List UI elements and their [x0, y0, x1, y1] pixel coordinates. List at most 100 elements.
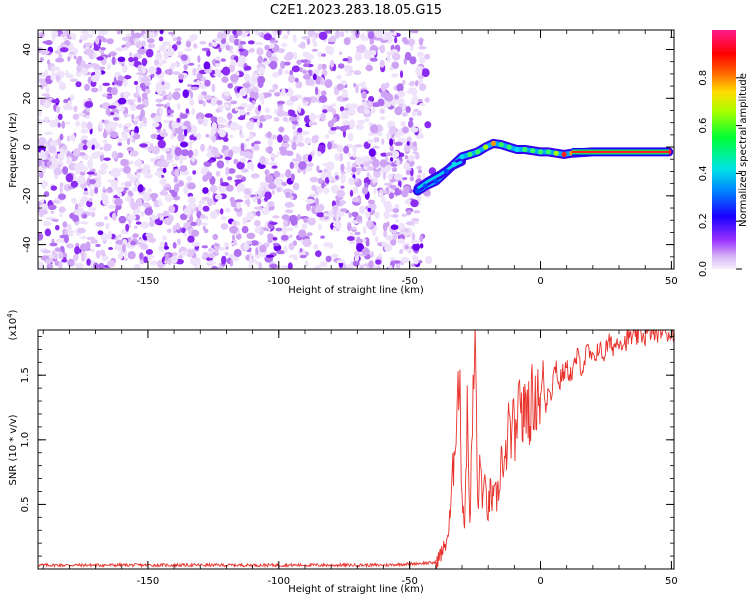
noise-speckle	[257, 210, 261, 217]
noise-speckle	[292, 34, 297, 43]
noise-speckle	[94, 186, 99, 194]
noise-speckle	[117, 138, 123, 142]
noise-speckle	[62, 221, 68, 228]
noise-speckle	[298, 105, 301, 114]
noise-speckle	[303, 218, 308, 223]
noise-speckle	[297, 214, 301, 220]
noise-speckle	[401, 103, 406, 112]
noise-speckle	[241, 168, 249, 173]
noise-speckle	[44, 131, 53, 135]
noise-speckle	[229, 134, 234, 139]
noise-speckle	[150, 133, 158, 139]
noise-speckle	[402, 177, 408, 181]
noise-speckle	[140, 243, 149, 250]
track-point	[443, 168, 449, 174]
noise-speckle	[104, 216, 109, 221]
noise-speckle	[324, 79, 333, 88]
noise-speckle	[107, 186, 113, 193]
noise-speckle	[327, 105, 334, 113]
noise-speckle	[291, 65, 300, 73]
noise-speckle	[49, 242, 58, 247]
noise-speckle	[139, 122, 143, 129]
noise-speckle	[160, 241, 166, 247]
noise-speckle	[385, 234, 394, 241]
noise-speckle	[267, 146, 273, 154]
noise-speckle	[397, 238, 406, 244]
noise-speckle	[201, 196, 211, 201]
noise-speckle	[90, 87, 99, 93]
noise-speckle	[330, 126, 337, 131]
noise-speckle	[392, 213, 399, 219]
noise-speckle	[136, 172, 141, 180]
noise-speckle	[218, 129, 226, 138]
noise-speckle	[168, 31, 174, 35]
noise-speckle	[64, 121, 71, 125]
noise-speckle	[365, 210, 370, 219]
noise-speckle	[380, 110, 385, 114]
noise-speckle	[208, 42, 213, 47]
noise-speckle	[252, 144, 260, 151]
spectrogram-x-tick-label: 50	[665, 276, 678, 287]
noise-speckle	[206, 49, 211, 57]
noise-speckle	[145, 254, 155, 259]
noise-speckle	[377, 46, 386, 50]
noise-speckle	[292, 114, 297, 118]
noise-speckle	[211, 121, 217, 131]
noise-speckle	[317, 63, 323, 71]
noise-speckle	[65, 73, 74, 79]
noise-speckle	[196, 133, 202, 140]
noise-speckle	[105, 108, 111, 116]
noise-speckle	[172, 71, 181, 75]
noise-speckle	[234, 107, 239, 112]
noise-speckle	[127, 214, 136, 221]
noise-speckle	[269, 263, 278, 269]
noise-speckle	[171, 122, 181, 129]
noise-speckle	[79, 243, 89, 252]
noise-speckle	[368, 50, 377, 56]
noise-speckle	[346, 263, 353, 269]
noise-speckle	[38, 154, 47, 161]
noise-speckle	[220, 216, 227, 221]
noise-speckle	[330, 103, 336, 107]
noise-speckle	[228, 34, 235, 43]
noise-speckle	[254, 227, 262, 234]
noise-speckle	[110, 87, 118, 96]
noise-speckle	[421, 68, 430, 78]
noise-speckle	[237, 116, 246, 121]
noise-speckle	[111, 167, 121, 174]
snr-x-tick-label: 50	[665, 576, 678, 587]
noise-speckle	[372, 145, 380, 149]
spectrogram-x-tick-label: 0	[537, 276, 543, 287]
noise-speckle	[218, 247, 227, 251]
noise-speckle	[406, 136, 412, 143]
noise-speckle	[140, 210, 145, 217]
noise-speckle	[281, 42, 288, 48]
noise-speckle	[319, 260, 328, 268]
noise-speckle	[216, 100, 223, 106]
noise-speckle	[409, 80, 415, 87]
noise-speckle	[316, 204, 325, 212]
noise-speckle	[340, 185, 345, 189]
noise-speckle	[246, 240, 253, 245]
noise-speckle	[409, 176, 414, 182]
noise-speckle	[48, 120, 58, 128]
noise-speckle	[148, 237, 157, 243]
noise-speckle	[352, 144, 357, 154]
noise-speckle	[288, 234, 293, 239]
track-point	[537, 149, 544, 155]
noise-speckle	[140, 109, 145, 118]
noise-speckle	[258, 186, 264, 190]
noise-speckle	[289, 195, 294, 200]
noise-speckle	[215, 170, 221, 177]
noise-speckle	[276, 250, 286, 255]
noise-speckle	[322, 162, 330, 167]
noise-speckle	[399, 249, 404, 255]
noise-speckle	[398, 222, 406, 231]
noise-speckle	[151, 145, 160, 155]
noise-speckle	[133, 210, 137, 215]
noise-speckle	[290, 219, 298, 227]
noise-speckle	[264, 107, 270, 113]
noise-speckle	[405, 169, 411, 176]
noise-speckle	[187, 192, 194, 198]
noise-speckle	[263, 30, 267, 35]
